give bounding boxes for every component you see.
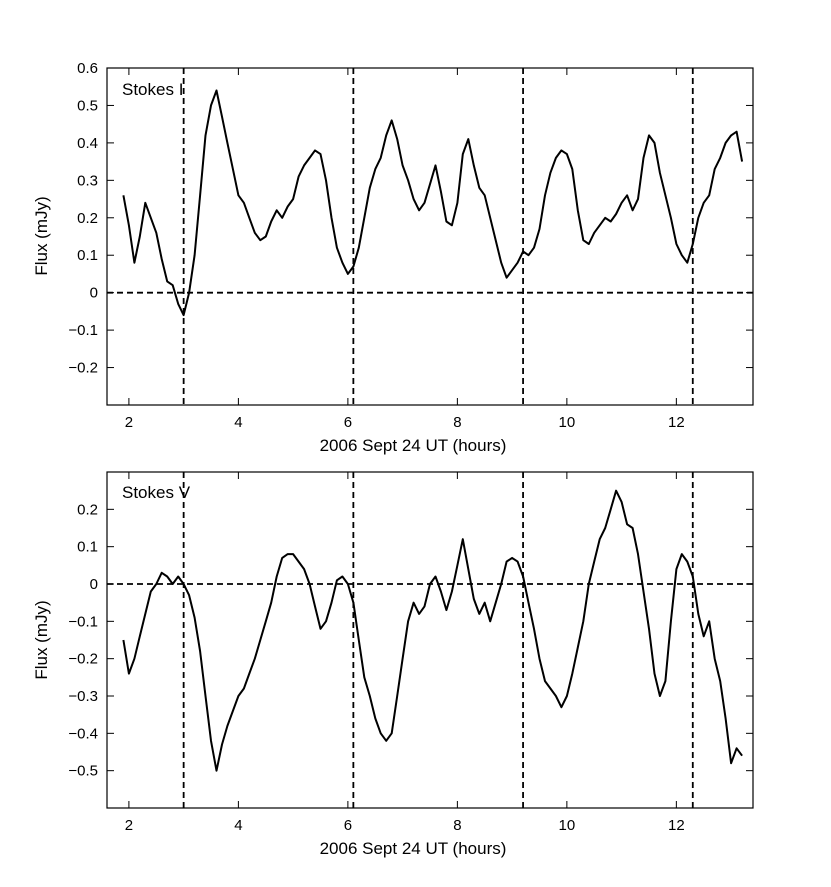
stokes-i-x-tick-label: 4 [234, 414, 242, 431]
stokes-v-y-tick-label: −0.2 [68, 651, 98, 668]
stokes-v-x-tick-label: 10 [559, 817, 576, 834]
stokes-i-y-tick-label: 0.5 [77, 97, 98, 114]
stokes-i-panel-label: Stokes I [122, 80, 183, 99]
stokes-i-y-axis-title: Flux (mJy) [32, 196, 51, 275]
stokes-v-x-tick-label: 2 [125, 817, 133, 834]
stokes-v-series-line [122, 489, 743, 772]
stokes-i-y-tick-label: −0.2 [68, 360, 98, 377]
stokes-v-x-axis-title: 2006 Sept 24 UT (hours) [320, 839, 507, 858]
stokes-i-x-tick-label: 10 [559, 414, 576, 431]
stokes-i-y-tick-label: 0 [90, 285, 98, 302]
stokes-i-x-tick-label: 12 [668, 414, 685, 431]
stokes-v-y-tick-label: −0.3 [68, 688, 98, 705]
stokes-v-y-tick-label: −0.4 [68, 725, 98, 742]
stokes-v-y-tick-label: 0.2 [77, 501, 98, 518]
stokes-v-x-tick-label: 6 [344, 817, 352, 834]
stokes-i-x-tick-label: 2 [125, 414, 133, 431]
stokes-v-x-tick-label: 4 [234, 817, 242, 834]
stokes-i-x-tick-label: 6 [344, 414, 352, 431]
stokes-i-plot-frame [106, 67, 754, 406]
stokes-v-x-tick-label: 12 [668, 817, 685, 834]
stokes-i-y-tick-label: 0.6 [77, 60, 98, 77]
stokes-v-y-axis-title: Flux (mJy) [32, 600, 51, 679]
stokes-v-y-tick-label: 0 [90, 576, 98, 593]
stokes-i-panel: Stokes I 2006 Sept 24 UT (hours) Flux (m… [32, 60, 754, 455]
stokes-v-y-tick-label: −0.1 [68, 613, 98, 630]
stokes-i-y-tick-label: 0.4 [77, 135, 98, 152]
stokes-i-y-tick-label: 0.3 [77, 172, 98, 189]
stokes-i-x-axis-title: 2006 Sept 24 UT (hours) [320, 436, 507, 455]
stokes-v-panel: Stokes V 2006 Sept 24 UT (hours) Flux (m… [32, 471, 754, 858]
stokes-i-series-line [122, 89, 744, 317]
stokes-v-plot-frame [106, 471, 754, 809]
stokes-v-panel-label: Stokes V [122, 483, 191, 502]
stokes-i-y-tick-label: 0.2 [77, 210, 98, 227]
stokes-v-y-tick-label: −0.5 [68, 763, 98, 780]
stokes-i-x-tick-label: 8 [453, 414, 461, 431]
stokes-i-y-tick-label: −0.1 [68, 322, 98, 339]
stokes-v-x-tick-label: 8 [453, 817, 461, 834]
stokes-i-y-tick-label: 0.1 [77, 247, 98, 264]
stokes-v-y-tick-label: 0.1 [77, 539, 98, 556]
